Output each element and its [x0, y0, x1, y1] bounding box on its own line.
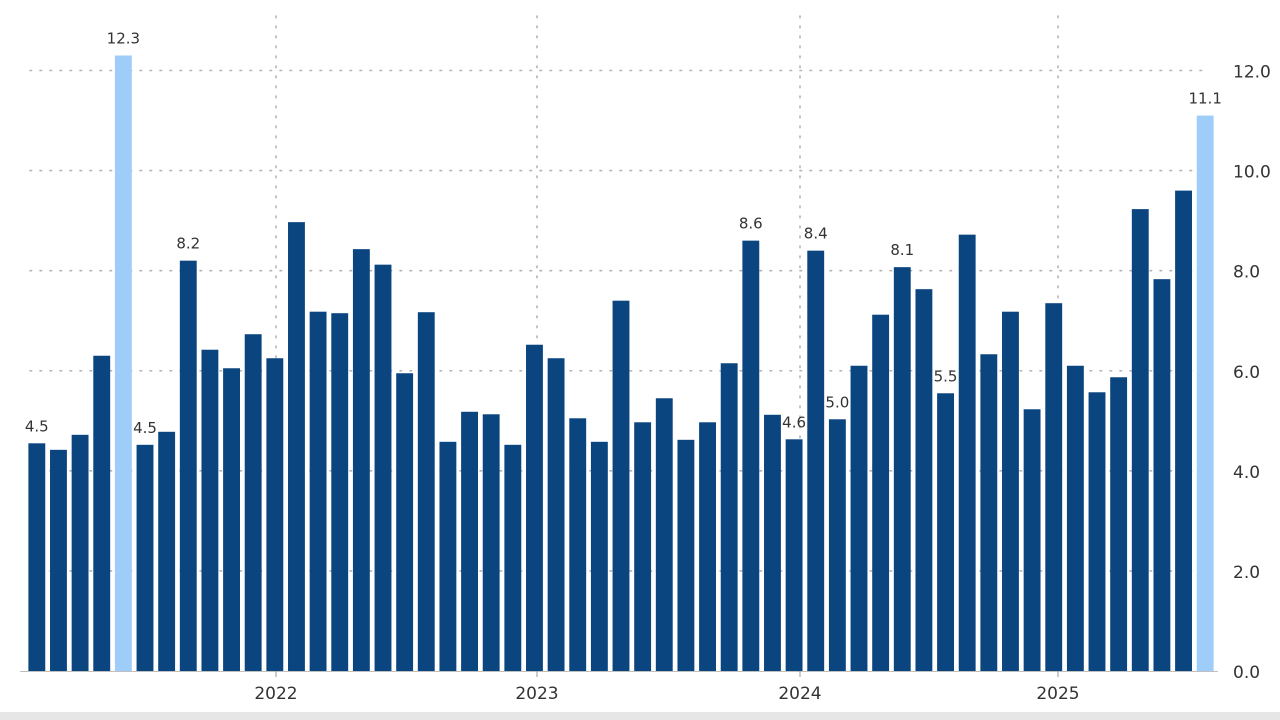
bar — [720, 363, 738, 671]
bar — [655, 398, 673, 671]
bar — [742, 240, 760, 671]
bar — [417, 312, 435, 671]
bar — [547, 358, 565, 671]
bar — [828, 419, 846, 671]
bar — [807, 250, 825, 671]
footer-strip — [0, 712, 1280, 720]
bar — [980, 354, 998, 671]
bar — [244, 334, 262, 671]
data-label: 4.5 — [133, 419, 157, 437]
bar-highlight — [114, 55, 132, 672]
bar — [28, 443, 46, 671]
bar — [785, 439, 803, 671]
bar — [439, 441, 457, 671]
data-label: 5.5 — [934, 367, 958, 385]
bar — [958, 234, 976, 671]
bar — [1045, 303, 1063, 671]
bar — [288, 222, 305, 671]
bar — [50, 449, 67, 671]
bar — [850, 365, 868, 671]
bar — [374, 264, 392, 671]
data-labels: 4.5 12.3 4.5 8.2 8.6 4.6 8.4 5.0 8.1 5.5 11.1 — [25, 29, 1222, 436]
data-label: 4.6 — [782, 413, 806, 431]
y-tick-label: 6.0 — [1233, 363, 1260, 383]
bar — [764, 414, 781, 671]
bar — [872, 314, 890, 671]
bar — [396, 373, 414, 671]
y-tick-label: 8.0 — [1233, 263, 1260, 283]
bar — [1088, 392, 1106, 671]
bar — [461, 411, 478, 671]
bar — [634, 422, 652, 671]
x-axis: 2022 2023 2024 2025 — [20, 671, 1218, 704]
data-label: 5.0 — [825, 393, 849, 411]
bar — [612, 300, 630, 671]
bar — [223, 368, 240, 671]
bar — [201, 349, 219, 671]
y-tick-label: 2.0 — [1233, 563, 1260, 583]
bar — [1175, 190, 1192, 671]
y-axis: 0.0 2.0 4.0 6.0 8.0 10.0 12.0 — [1233, 63, 1271, 684]
bar — [71, 434, 89, 671]
y-tick-label: 10.0 — [1233, 163, 1271, 183]
bar — [1110, 377, 1128, 671]
y-tick-label: 4.0 — [1233, 463, 1260, 483]
bars — [28, 55, 1214, 672]
bar — [569, 418, 587, 671]
bar-highlight — [1196, 115, 1214, 672]
y-tick-label: 0.0 — [1233, 663, 1260, 683]
bar — [590, 441, 608, 671]
x-tick-label: 2023 — [515, 684, 558, 704]
bar — [158, 431, 176, 671]
bar — [504, 444, 522, 671]
bar — [915, 289, 933, 671]
bar — [699, 422, 716, 671]
bar — [1131, 209, 1149, 671]
bar — [352, 249, 370, 671]
bar — [309, 311, 327, 671]
bar — [179, 260, 197, 671]
x-tick-label: 2022 — [254, 684, 297, 704]
x-tick-label: 2025 — [1036, 684, 1079, 704]
bar — [482, 414, 500, 671]
data-label: 8.1 — [890, 241, 914, 259]
bar — [893, 267, 911, 671]
data-label: 4.5 — [25, 417, 49, 435]
data-label: 11.1 — [1188, 90, 1221, 108]
data-label: 8.4 — [804, 225, 828, 243]
y-tick-label: 12.0 — [1233, 63, 1271, 83]
bar — [136, 444, 154, 671]
data-label: 8.2 — [176, 235, 200, 253]
bar — [266, 358, 284, 671]
bar — [1002, 311, 1019, 671]
data-label: 12.3 — [107, 29, 140, 47]
bar — [331, 313, 349, 671]
bar — [1023, 409, 1041, 671]
bar — [937, 393, 954, 671]
bar — [1153, 279, 1171, 671]
bar — [526, 344, 543, 671]
x-tick-label: 2024 — [778, 684, 821, 704]
bar — [93, 355, 111, 671]
data-label: 8.6 — [739, 215, 763, 233]
bar — [1066, 365, 1084, 671]
bar — [677, 439, 695, 671]
